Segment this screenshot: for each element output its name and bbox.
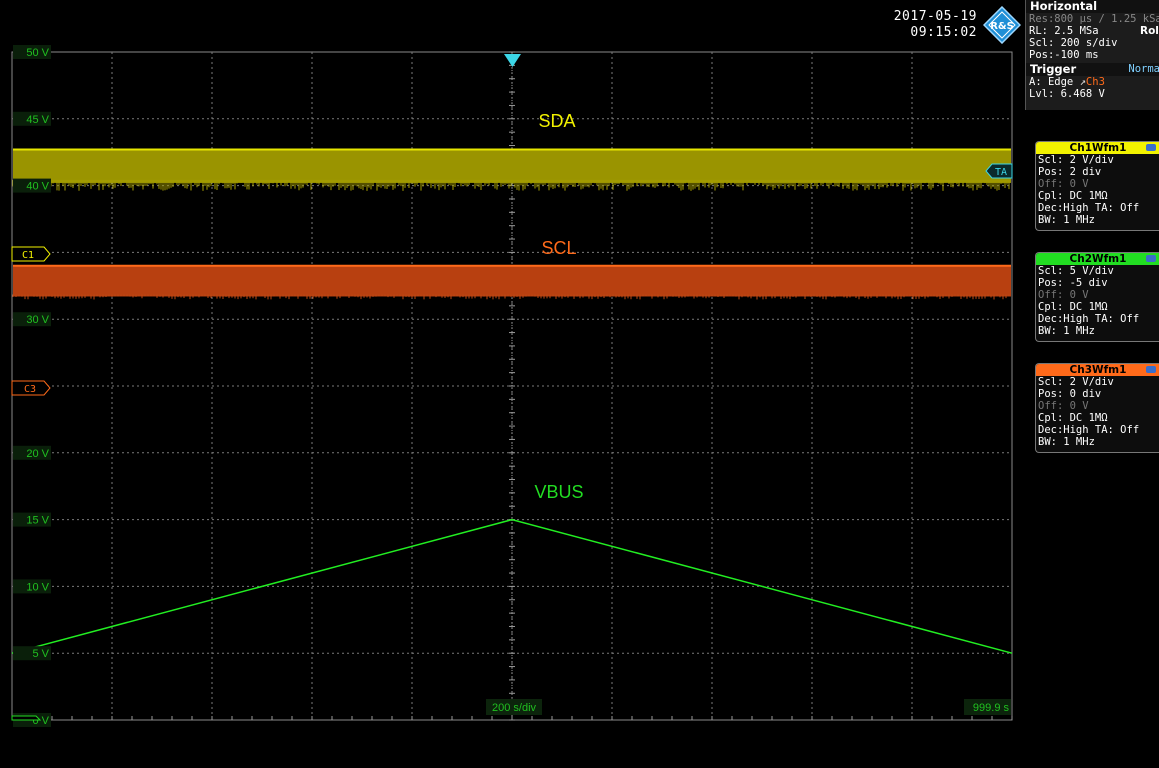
y-tick-label: 50 V [26, 47, 49, 59]
ch3-info-box[interactable]: Ch3Wfm1 Scl: 2 V/div Pos: 0 div Off: 0 V… [1035, 363, 1159, 453]
trigger-header[interactable]: Trigger Norma [1026, 63, 1159, 76]
ch1-marker-label: C1 [22, 250, 34, 261]
y-label-bg [13, 512, 51, 527]
ch3-offset-marker[interactable]: C3 [11, 380, 51, 396]
ch2-offset: Off: 0 V [1038, 289, 1089, 301]
date-display: 2017-05-19 [893, 9, 977, 24]
y-tick-label: 10 V [26, 581, 49, 593]
sda-label: SDA [538, 111, 575, 131]
y-tick-label: 45 V [26, 114, 49, 126]
ch2-info-box[interactable]: Ch2Wfm1 Scl: 5 V/div Pos: -5 div Off: 0 … [1035, 252, 1159, 342]
ch3-position: Pos: 0 div [1038, 388, 1102, 400]
y-label-bg [13, 45, 51, 59]
ch1-info-box[interactable]: Ch1Wfm1 Scl: 2 V/div Pos: 2 div Off: 0 V… [1035, 141, 1159, 231]
horizontal-settings-panel[interactable]: Horizontal Res:800 µs / 1.25 kSa/ RL: 2.… [1025, 0, 1159, 110]
menu-icon[interactable] [1146, 144, 1156, 151]
time-display: 09:15:02 [910, 25, 977, 40]
trigger-type: A: Edge [1029, 76, 1074, 88]
y-tick-label: 30 V [26, 314, 49, 326]
menu-icon[interactable] [1146, 366, 1156, 373]
vbus-label: VBUS [534, 482, 583, 502]
vbus-waveform [11, 518, 1013, 654]
logo-text: R&S [990, 21, 1014, 32]
trigger-source: Ch3 [1085, 76, 1105, 88]
y-label-bg [13, 178, 51, 193]
ch3-offset: Off: 0 V [1038, 400, 1089, 412]
ch3-decimation: Dec:High TA: Off [1038, 424, 1140, 436]
record-length-value: RL: 2.5 MSa [1029, 25, 1099, 37]
scl-label: SCL [541, 238, 576, 258]
ch2-title: Ch2Wfm1 [1069, 253, 1127, 265]
time-scale-box: 200 s/div [486, 699, 542, 715]
trigger-type-row: A: Edge ↗Ch3 [1026, 76, 1159, 88]
trigger-mode: Norma [1128, 63, 1159, 75]
y-label-bg [13, 111, 51, 126]
y-tick-label: 40 V [26, 181, 49, 193]
record-length-row: RL: 2.5 MSa Rol [1026, 25, 1159, 37]
rising-edge-icon: ↗ [1079, 76, 1086, 88]
roll-mode-label: Rol [1140, 25, 1159, 37]
ch2-position: Pos: -5 div [1038, 277, 1108, 289]
ch3-title-bar[interactable]: Ch3Wfm1 [1036, 364, 1159, 376]
sda-waveform-band [13, 149, 1011, 183]
ch3-bandwidth: BW: 1 MHz [1038, 436, 1095, 448]
y-axis-labels: 50 V45 V40 V30 V20 V15 V10 V5 V0 V [13, 45, 51, 727]
ta-marker-label: TA [995, 167, 1007, 178]
ch1-position: Pos: 2 div [1038, 166, 1102, 178]
scl-waveform-noise [12, 294, 1010, 300]
resolution-value: Res:800 µs / 1.25 kSa/ [1029, 13, 1159, 25]
end-time-box: 999.9 s [964, 699, 1011, 715]
trigger-level: Lvl: 6.468 V [1029, 88, 1105, 100]
menu-icon[interactable] [1146, 255, 1156, 262]
ch3-title: Ch3Wfm1 [1069, 364, 1127, 376]
horizontal-title: Horizontal [1026, 0, 1159, 13]
ch2-bandwidth: BW: 1 MHz [1038, 325, 1095, 337]
ch1-offset-marker[interactable]: C1 [11, 246, 51, 262]
ch1-decimation: Dec:High TA: Off [1038, 202, 1140, 214]
y-label-bg [13, 312, 51, 327]
horizontal-position-value: Pos:-100 ms [1029, 49, 1099, 61]
trigger-title: Trigger [1030, 62, 1077, 76]
trigger-level-marker[interactable]: TA [985, 163, 1013, 179]
y-tick-label: 15 V [26, 515, 49, 527]
ch2-title-bar[interactable]: Ch2Wfm1 [1036, 253, 1159, 265]
y-label-bg [13, 445, 51, 460]
ch3-marker-label: C3 [24, 384, 36, 395]
ch1-offset: Off: 0 V [1038, 178, 1089, 190]
ch2-scale: Scl: 5 V/div [1038, 265, 1114, 277]
ch1-coupling: Cpl: DC 1MΩ [1038, 190, 1108, 202]
time-scale-label: 200 s/div [492, 702, 537, 714]
y-label-bg [13, 579, 51, 594]
ch2-offset-marker[interactable] [11, 715, 42, 721]
ch2-coupling: Cpl: DC 1MΩ [1038, 301, 1108, 313]
ch3-coupling: Cpl: DC 1MΩ [1038, 412, 1108, 424]
scl-waveform-band [13, 265, 1011, 297]
ch1-bandwidth: BW: 1 MHz [1038, 214, 1095, 226]
rohde-schwarz-logo-icon: R&S [983, 6, 1021, 44]
y-label-bg [13, 646, 51, 661]
y-tick-label: 20 V [26, 448, 49, 460]
trigger-position-marker[interactable] [504, 54, 521, 67]
ch1-title-bar[interactable]: Ch1Wfm1 [1036, 142, 1159, 154]
ch2-decimation: Dec:High TA: Off [1038, 313, 1140, 325]
ch1-scale: Scl: 2 V/div [1038, 154, 1114, 166]
y-tick-label: 5 V [32, 648, 49, 660]
ch3-scale: Scl: 2 V/div [1038, 376, 1114, 388]
end-time-label: 999.9 s [973, 702, 1010, 714]
ch1-title: Ch1Wfm1 [1069, 142, 1127, 154]
time-scale-value: Scl: 200 s/div [1029, 37, 1118, 49]
